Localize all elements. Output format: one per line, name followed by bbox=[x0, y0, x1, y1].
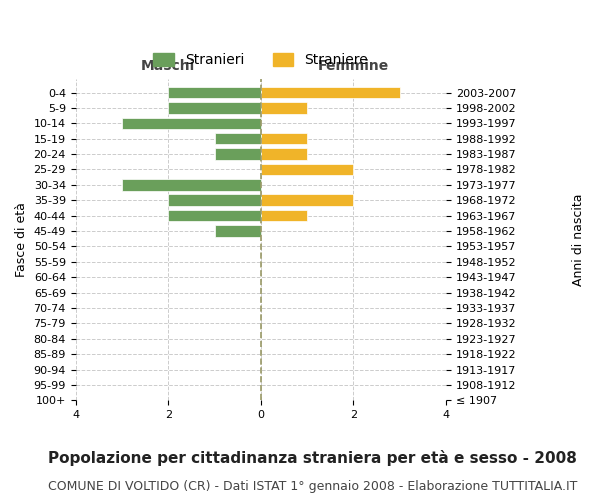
Bar bbox=[261, 194, 353, 206]
Bar bbox=[168, 194, 261, 206]
Text: Femmine: Femmine bbox=[318, 58, 389, 72]
Bar bbox=[261, 133, 307, 144]
Y-axis label: Anni di nascita: Anni di nascita bbox=[572, 194, 585, 286]
Bar bbox=[215, 225, 261, 237]
Bar bbox=[261, 102, 307, 114]
Bar bbox=[168, 210, 261, 222]
Bar bbox=[261, 87, 400, 99]
Bar bbox=[215, 133, 261, 144]
Legend: Stranieri, Straniere: Stranieri, Straniere bbox=[148, 48, 374, 73]
Y-axis label: Fasce di età: Fasce di età bbox=[15, 202, 28, 277]
Bar bbox=[168, 87, 261, 99]
Text: Popolazione per cittadinanza straniera per età e sesso - 2008: Popolazione per cittadinanza straniera p… bbox=[48, 450, 577, 466]
Bar bbox=[261, 164, 353, 175]
Bar bbox=[122, 179, 261, 190]
Text: COMUNE DI VOLTIDO (CR) - Dati ISTAT 1° gennaio 2008 - Elaborazione TUTTITALIA.IT: COMUNE DI VOLTIDO (CR) - Dati ISTAT 1° g… bbox=[48, 480, 577, 493]
Bar bbox=[168, 102, 261, 114]
Text: Maschi: Maschi bbox=[141, 58, 196, 72]
Bar bbox=[261, 210, 307, 222]
Bar bbox=[261, 148, 307, 160]
Bar bbox=[122, 118, 261, 129]
Bar bbox=[215, 148, 261, 160]
